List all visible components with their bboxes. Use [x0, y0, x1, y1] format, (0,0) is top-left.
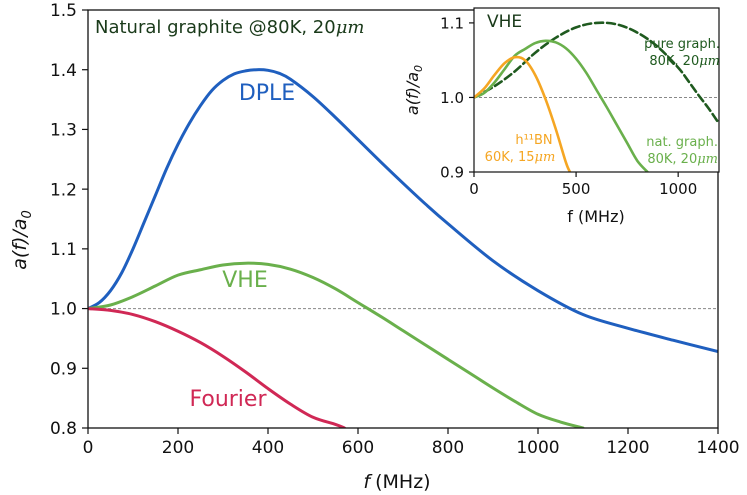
inset-label-pure-line2: 80K, 20μm — [649, 54, 720, 69]
inset-x-axis-title: f (MHz) — [567, 207, 624, 226]
inset-label-hbn-line1: h¹¹BN — [515, 133, 552, 148]
series-line-h11bn — [474, 55, 572, 172]
inset-label-nat-line1: nat. graph. — [646, 135, 718, 150]
y-tick-label: 1.4 — [50, 61, 77, 81]
inset-label-hbn-line2: 60K, 15μm — [485, 150, 556, 165]
inset-label-nat-line2: 80K, 20μm — [647, 152, 718, 167]
y-tick-label: 0.9 — [440, 163, 464, 181]
series-label-vhe: VHE — [222, 268, 268, 293]
y-tick-label: 1.0 — [440, 89, 464, 107]
y-tick-label: 1.5 — [50, 1, 77, 21]
inset-label-pure-line2-text: 80K, 20 — [649, 54, 699, 69]
main-series-group — [88, 68, 718, 428]
x-tick-label: 1000 — [659, 180, 697, 198]
y-axis-title: a(f)/a0 — [9, 210, 35, 269]
inset-y-ticks: 0.9 1.0 1.1 — [440, 14, 474, 181]
inset-x-ticks: 0 500 1000 — [469, 172, 697, 198]
inset-y-axis-title-main: a(f)/a — [403, 72, 422, 115]
x-tick-label: 1200 — [606, 438, 649, 458]
series-line-dple — [88, 68, 718, 354]
sample-annotation-text: Natural graphite @80K, 20 — [95, 17, 336, 38]
x-axis-title: f (MHz) — [363, 471, 430, 493]
inset-y-axis-title: a(f)/a0 — [403, 65, 425, 115]
inset-label-hbn-line2-text: 60K, 15 — [485, 150, 535, 165]
series-line-pure-graph- — [474, 21, 719, 125]
plot-frame — [87, 9, 719, 429]
inset-series-group — [474, 21, 719, 172]
inset-y-axis-title-sub: 0 — [412, 65, 425, 72]
inset-plot: 0 500 1000 0.9 1.0 1.1 VHE pure graph. 80K, … — [403, 7, 720, 226]
x-tick-label: 1000 — [516, 438, 559, 458]
inset-label-pure-unit: μm — [699, 54, 720, 69]
y-axis-title-sub: 0 — [20, 210, 35, 218]
y-tick-label: 1.0 — [50, 300, 77, 320]
x-tick-label: 800 — [432, 438, 464, 458]
x-axis-title-unit: (MHz) — [375, 471, 430, 493]
x-tick-label: 200 — [162, 438, 194, 458]
series-line-vhe — [88, 261, 585, 428]
x-tick-label: 600 — [342, 438, 374, 458]
y-tick-label: 0.8 — [50, 419, 77, 439]
y-axis-title-main: a(f)/a — [9, 219, 31, 270]
sample-annotation-unit: μm — [336, 17, 365, 38]
y-tick-label: 0.9 — [50, 359, 77, 379]
x-tick-label: 500 — [562, 180, 591, 198]
inset-label-nat-line2-text: 80K, 20 — [647, 152, 697, 167]
y-tick-label: 1.1 — [50, 240, 77, 260]
inset-frame — [473, 7, 720, 173]
inset-label-nat-unit: μm — [697, 152, 718, 167]
series-label-fourier: Fourier — [189, 387, 267, 412]
x-tick-label: 0 — [469, 180, 479, 198]
y-tick-label: 1.3 — [50, 121, 77, 141]
inset-title-vhe: VHE — [487, 12, 522, 32]
x-tick-label: 1400 — [696, 438, 739, 458]
main-plot: 0 200 400 600 800 1000 1200 1400 0.8 0.9 1.0 1.1 1.… — [9, 1, 740, 493]
series-label-dple: DPLE — [239, 81, 295, 106]
x-axis-title-symbol: f — [363, 471, 373, 493]
inset-label-hbn-unit: μm — [535, 150, 556, 165]
y-tick-label: 1.2 — [50, 180, 77, 200]
sample-annotation: Natural graphite @80K, 20μm — [95, 17, 365, 38]
y-ticks: 0.8 0.9 1.0 1.1 1.2 1.3 1.4 1.5 — [50, 1, 88, 439]
x-ticks: 0 200 400 600 800 1000 1200 1400 — [83, 428, 740, 458]
inset-label-pure-line1: pure graph. — [644, 37, 720, 52]
x-tick-label: 0 — [83, 438, 94, 458]
x-tick-label: 400 — [252, 438, 284, 458]
y-tick-label: 1.1 — [440, 14, 464, 32]
series-line-fourier — [88, 307, 346, 428]
series-line-nat-graph- — [474, 39, 649, 172]
